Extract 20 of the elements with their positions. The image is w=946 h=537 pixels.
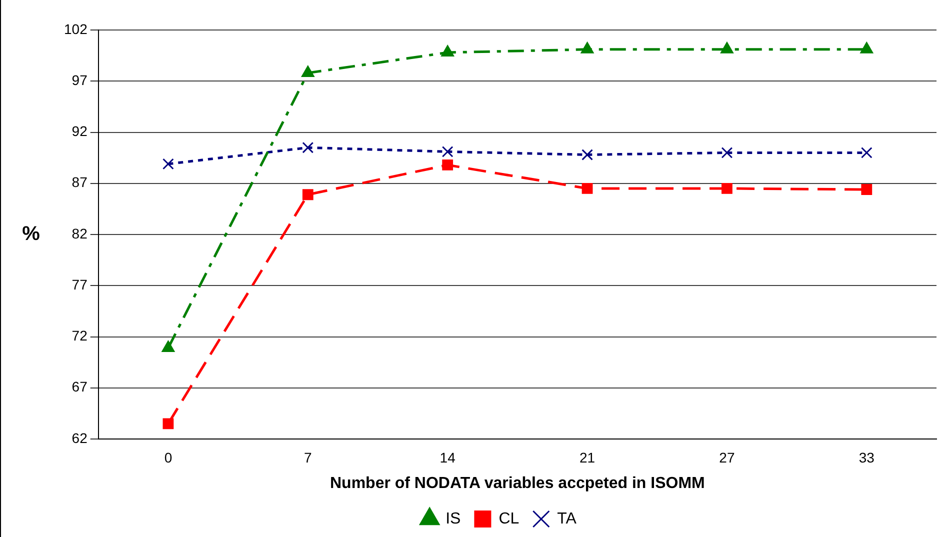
y-tick-label: 67 bbox=[72, 378, 88, 395]
legend-label: TA bbox=[557, 510, 577, 528]
x-axis-title: Number of NODATA variables accpeted in ISOMM bbox=[330, 474, 705, 492]
y-tick-label: 62 bbox=[72, 430, 88, 446]
x-tick-label: 33 bbox=[858, 449, 875, 466]
y-tick-label: 102 bbox=[64, 20, 88, 37]
y-axis-title: % bbox=[22, 223, 40, 246]
x-tick-label: 7 bbox=[304, 449, 312, 466]
y-tick-label: 92 bbox=[72, 123, 88, 140]
y-tick-label: 82 bbox=[72, 225, 88, 242]
legend-label: CL bbox=[498, 510, 520, 528]
y-tick-label: 87 bbox=[72, 174, 88, 190]
x-tick-label: 0 bbox=[164, 449, 172, 466]
y-tick-label: 97 bbox=[72, 72, 88, 88]
y-tick-label: 72 bbox=[72, 328, 88, 344]
legend-label: IS bbox=[446, 510, 461, 528]
x-tick-label: 14 bbox=[440, 449, 456, 466]
x-tick-label: 27 bbox=[719, 449, 735, 466]
x-tick-label: 21 bbox=[579, 449, 596, 466]
y-tick-label: 77 bbox=[72, 276, 88, 292]
